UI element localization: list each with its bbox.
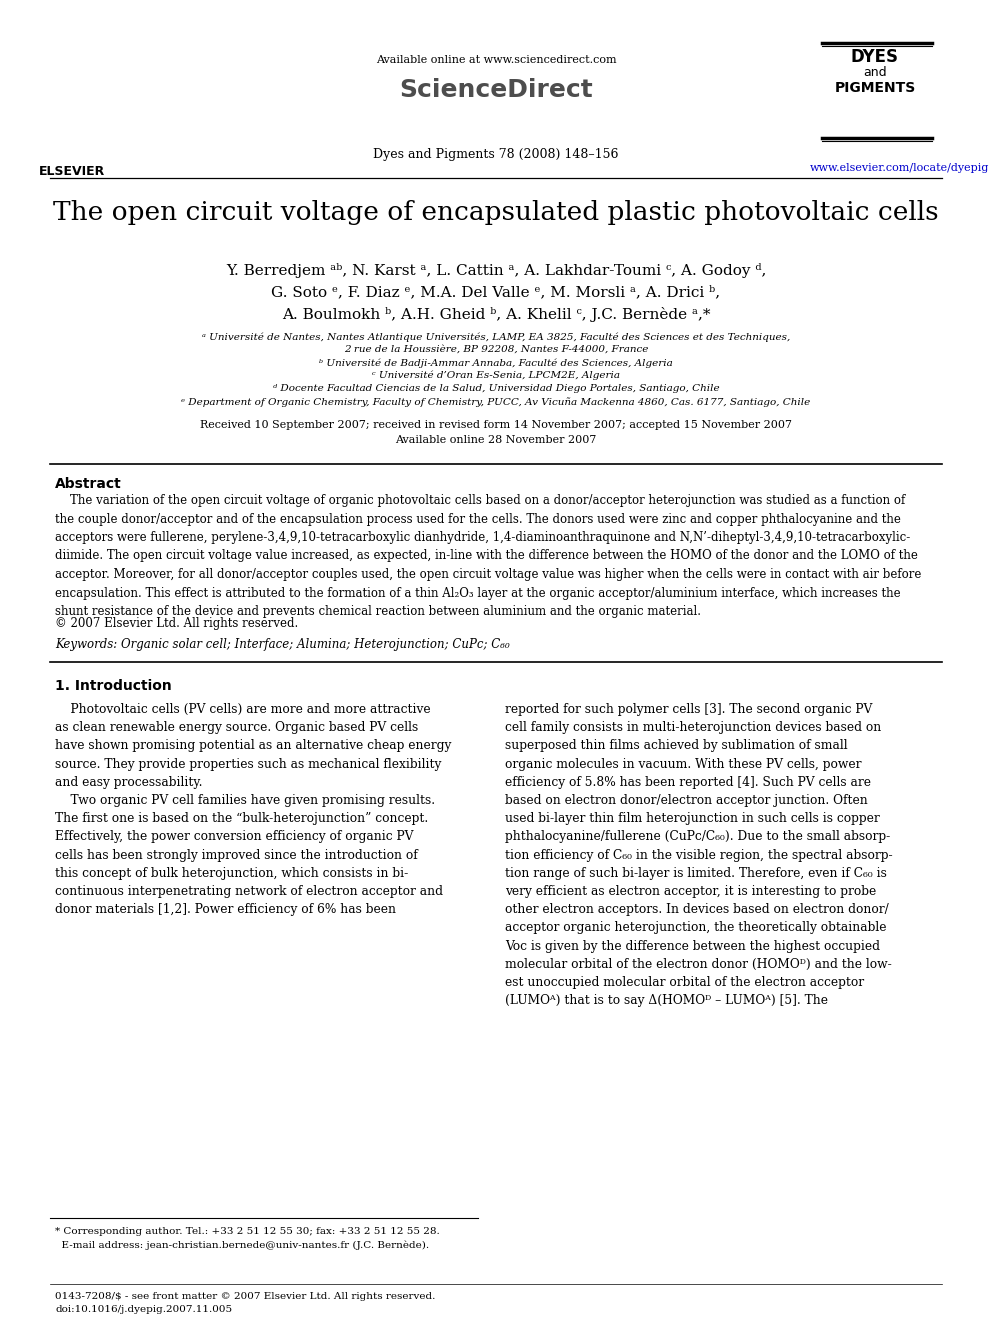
Text: ᶜ Université d’Oran Es-Senia, LPCM2E, Algeria: ᶜ Université d’Oran Es-Senia, LPCM2E, Al… xyxy=(372,370,620,381)
Text: Y. Berredjem ᵃᵇ, N. Karst ᵃ, L. Cattin ᵃ, A. Lakhdar-Toumi ᶜ, A. Godoy ᵈ,: Y. Berredjem ᵃᵇ, N. Karst ᵃ, L. Cattin ᵃ… xyxy=(226,263,766,278)
Text: Keywords: Organic solar cell; Interface; Alumina; Heterojunction; CuPc; C₆₀: Keywords: Organic solar cell; Interface;… xyxy=(55,638,510,651)
Text: The open circuit voltage of encapsulated plastic photovoltaic cells: The open circuit voltage of encapsulated… xyxy=(54,200,938,225)
Text: The variation of the open circuit voltage of organic photovoltaic cells based on: The variation of the open circuit voltag… xyxy=(55,493,922,618)
Text: A. Boulmokh ᵇ, A.H. Gheid ᵇ, A. Khelil ᶜ, J.C. Bernède ᵃ,*: A. Boulmokh ᵇ, A.H. Gheid ᵇ, A. Khelil ᶜ… xyxy=(282,307,710,321)
Text: E-mail address: jean-christian.bernede@univ-nantes.fr (J.C. Bernède).: E-mail address: jean-christian.bernede@u… xyxy=(55,1240,430,1249)
Text: Abstract: Abstract xyxy=(55,478,122,491)
Text: and: and xyxy=(863,66,887,79)
Text: Received 10 September 2007; received in revised form 14 November 2007; accepted : Received 10 September 2007; received in … xyxy=(200,419,792,430)
Text: 0143-7208/$ - see front matter © 2007 Elsevier Ltd. All rights reserved.: 0143-7208/$ - see front matter © 2007 El… xyxy=(55,1293,435,1301)
Text: 2 rue de la Houssière, BP 92208, Nantes F-44000, France: 2 rue de la Houssière, BP 92208, Nantes … xyxy=(344,345,648,355)
Text: ᵃ Université de Nantes, Nantes Atlantique Universités, LAMP, EA 3825, Faculté de: ᵃ Université de Nantes, Nantes Atlantiqu… xyxy=(202,332,790,341)
Text: PIGMENTS: PIGMENTS xyxy=(834,81,916,95)
Text: ELSEVIER: ELSEVIER xyxy=(39,165,105,179)
Text: ᵇ Université de Badji-Ammar Annaba, Faculté des Sciences, Algeria: ᵇ Université de Badji-Ammar Annaba, Facu… xyxy=(319,359,673,368)
Text: © 2007 Elsevier Ltd. All rights reserved.: © 2007 Elsevier Ltd. All rights reserved… xyxy=(55,617,299,630)
Text: DYES: DYES xyxy=(851,48,899,66)
Text: reported for such polymer cells [3]. The second organic PV
cell family consists : reported for such polymer cells [3]. The… xyxy=(505,703,893,1007)
Text: G. Soto ᵉ, F. Diaz ᵉ, M.A. Del Valle ᵉ, M. Morsli ᵃ, A. Drici ᵇ,: G. Soto ᵉ, F. Diaz ᵉ, M.A. Del Valle ᵉ, … xyxy=(272,284,720,299)
Text: www.elsevier.com/locate/dyepig: www.elsevier.com/locate/dyepig xyxy=(810,163,990,173)
Text: Available online at www.sciencedirect.com: Available online at www.sciencedirect.co… xyxy=(376,56,616,65)
Text: doi:10.1016/j.dyepig.2007.11.005: doi:10.1016/j.dyepig.2007.11.005 xyxy=(55,1304,232,1314)
Text: 1. Introduction: 1. Introduction xyxy=(55,679,172,693)
Text: * Corresponding author. Tel.: +33 2 51 12 55 30; fax: +33 2 51 12 55 28.: * Corresponding author. Tel.: +33 2 51 1… xyxy=(55,1226,439,1236)
Text: Photovoltaic cells (PV cells) are more and more attractive
as clean renewable en: Photovoltaic cells (PV cells) are more a… xyxy=(55,703,451,917)
Text: Available online 28 November 2007: Available online 28 November 2007 xyxy=(396,435,596,445)
Text: ᵈ Docente Facultad Ciencias de la Salud, Universidad Diego Portales, Santiago, C: ᵈ Docente Facultad Ciencias de la Salud,… xyxy=(273,384,719,393)
Text: ᵉ Department of Organic Chemistry, Faculty of Chemistry, PUCC, Av Vicuña Mackenn: ᵉ Department of Organic Chemistry, Facul… xyxy=(182,397,810,406)
Text: Dyes and Pigments 78 (2008) 148–156: Dyes and Pigments 78 (2008) 148–156 xyxy=(373,148,619,161)
Text: ScienceDirect: ScienceDirect xyxy=(399,78,593,102)
